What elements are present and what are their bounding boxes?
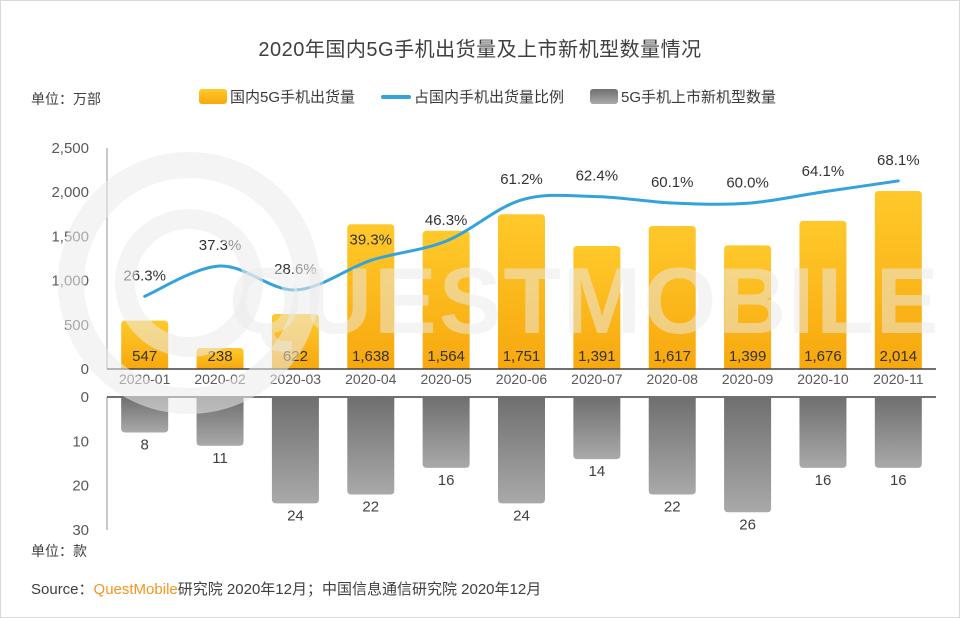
month-label: 2020-04	[345, 371, 397, 387]
bottom-y-tick-label: 10	[72, 433, 89, 450]
month-label: 2020-06	[496, 371, 548, 387]
bottom-y-tick-label: 0	[81, 389, 89, 406]
new-model-bar	[799, 397, 846, 468]
shipment-value-label: 547	[132, 348, 157, 365]
shipment-value-label: 1,391	[578, 348, 616, 365]
report-chart-card: 547 238 622 1,638 1,564 1,751 1,391 1,617 1,399 1…	[0, 0, 960, 618]
legend-label: 5G手机上市新机型数量	[621, 86, 776, 107]
unit-label-bottom: 单位：款	[31, 541, 87, 561]
new-model-bar	[875, 397, 922, 468]
ratio-value-label: 64.1%	[802, 163, 845, 180]
new-model-value-label: 22	[664, 499, 681, 516]
source-brand: QuestMobile	[94, 581, 178, 598]
new-model-value-label: 24	[513, 507, 530, 524]
x-axis-labels: 2020-01 2020-02 2020-03 2020-04 2020-05 2020-…	[119, 371, 924, 387]
top-y-tick-label: 1,000	[51, 273, 89, 290]
ratio-value-label: 39.3%	[349, 231, 392, 248]
new-model-bars	[121, 397, 922, 512]
shipment-value-label: 2,014	[880, 348, 918, 365]
shipment-value-label: 1,399	[729, 348, 767, 365]
ratio-value-label: 37.3%	[199, 237, 242, 254]
chart-legend: 国内5G手机出货量 占国内手机出货量比例 5G手机上市新机型数量	[199, 86, 776, 107]
ratio-value-label: 60.0%	[726, 174, 769, 191]
top-y-tick-label: 500	[64, 317, 89, 334]
shipment-bars	[121, 191, 922, 369]
shipment-bar	[498, 214, 545, 369]
shipment-value-label: 1,564	[427, 348, 465, 365]
ratio-value-label: 68.1%	[877, 152, 920, 169]
top-y-tick-label: 0	[81, 361, 89, 378]
ratio-value-label: 46.3%	[425, 212, 468, 229]
shipment-value-label: 622	[283, 348, 308, 365]
legend-item-shipments: 国内5G手机出货量	[199, 86, 355, 107]
month-label: 2020-05	[420, 371, 472, 387]
ratio-value-label: 28.6%	[274, 261, 317, 278]
new-model-bar	[272, 397, 319, 503]
new-model-value-label: 14	[589, 463, 606, 480]
legend-item-ratio: 占国内手机出货量比例	[381, 86, 564, 107]
shipment-bar	[799, 221, 846, 369]
page-title: 2020年国内5G手机出货量及上市新机型数量情况	[1, 33, 959, 62]
month-label: 2020-02	[194, 371, 246, 387]
new-model-value-label: 24	[287, 507, 304, 524]
month-label: 2020-08	[647, 371, 699, 387]
shipment-value-label: 238	[208, 348, 233, 365]
legend-label: 国内5G手机出货量	[230, 86, 355, 107]
new-model-value-label: 16	[890, 472, 907, 489]
blue-line-swatch-icon	[381, 95, 411, 99]
month-label: 2020-11	[873, 371, 924, 387]
month-label: 2020-01	[119, 371, 171, 387]
bottom-y-tick-label: 30	[72, 522, 89, 539]
shipment-bar	[875, 191, 922, 369]
source-prefix: Source：	[31, 581, 94, 598]
ratio-value-label: 60.1%	[651, 174, 694, 191]
shipment-value-label: 1,751	[503, 348, 541, 365]
new-model-value-label: 22	[362, 499, 379, 516]
month-label: 2020-03	[270, 371, 322, 387]
top-y-tick-label: 1,500	[51, 228, 89, 245]
unit-label-top: 单位：万部	[31, 89, 101, 109]
new-model-bar	[121, 397, 168, 432]
new-model-bar	[347, 397, 394, 495]
source-suffix: 研究院 2020年12月；中国信息通信研究院 2020年12月	[178, 581, 541, 598]
top-y-tick-label: 2,500	[51, 140, 89, 157]
bottom-y-tick-label: 20	[72, 478, 89, 495]
legend-label: 占国内手机出货量比例	[414, 86, 564, 107]
legend-item-new-models: 5G手机上市新机型数量	[590, 86, 776, 107]
top-y-tick-label: 2,000	[51, 184, 89, 201]
month-label: 2020-09	[722, 371, 774, 387]
month-label: 2020-07	[571, 371, 623, 387]
shipment-bar-labels: 547 238 622 1,638 1,564 1,751 1,391 1,617 1,399 1…	[132, 348, 917, 365]
new-model-bar	[197, 397, 244, 446]
shipment-value-label: 1,676	[804, 348, 842, 365]
new-model-bar	[573, 397, 620, 459]
source-line: Source：QuestMobile研究院 2020年12月；中国信息通信研究院…	[31, 578, 541, 599]
gray-bar-swatch-icon	[590, 89, 618, 104]
shipment-value-label: 1,617	[653, 348, 691, 365]
ratio-value-label: 62.4%	[576, 168, 619, 185]
new-model-value-label: 16	[438, 472, 455, 489]
month-label: 2020-10	[797, 371, 849, 387]
new-model-value-label: 26	[739, 516, 756, 533]
new-model-value-label: 8	[141, 436, 149, 453]
new-model-bar	[423, 397, 470, 468]
yellow-bar-swatch-icon	[199, 89, 227, 104]
new-model-value-label: 11	[212, 450, 228, 467]
ratio-value-label: 26.3%	[123, 267, 166, 284]
ratio-value-label: 61.2%	[500, 171, 543, 188]
new-model-bar	[649, 397, 696, 495]
new-model-value-label: 16	[815, 472, 832, 489]
new-model-bar	[498, 397, 545, 503]
new-model-bar	[724, 397, 771, 512]
shipment-value-label: 1,638	[352, 348, 390, 365]
